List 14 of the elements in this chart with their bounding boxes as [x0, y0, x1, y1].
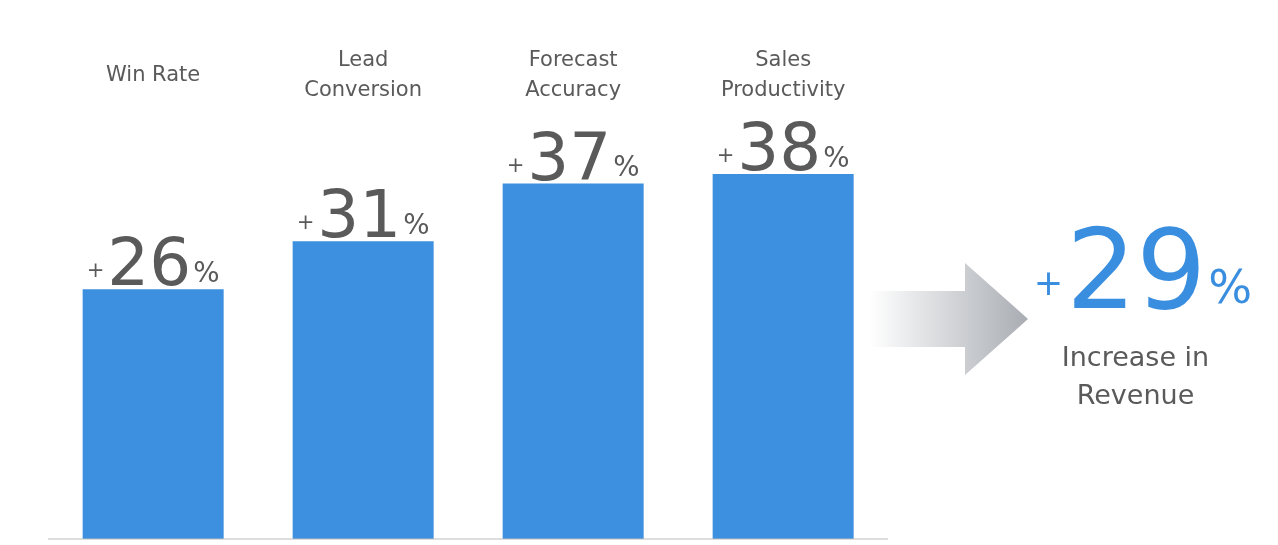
x-tick-label: Win Rate [106, 62, 201, 86]
x-tick-label: Lead Conversion [304, 47, 423, 101]
bar [292, 241, 434, 539]
text: +29% [1033, 206, 1253, 334]
data-label: +38% [716, 109, 850, 186]
text: Increase in Revenue [1060, 340, 1211, 412]
data-label: +31% [296, 176, 430, 254]
x-tick-label: Sales Productivity [720, 47, 846, 101]
data-label: +26% [86, 224, 220, 302]
x-tick-label: Forecast Accuracy [525, 47, 622, 101]
data-label: +37% [506, 118, 640, 196]
bar [82, 289, 224, 539]
bar [712, 174, 854, 539]
bar [502, 183, 644, 539]
